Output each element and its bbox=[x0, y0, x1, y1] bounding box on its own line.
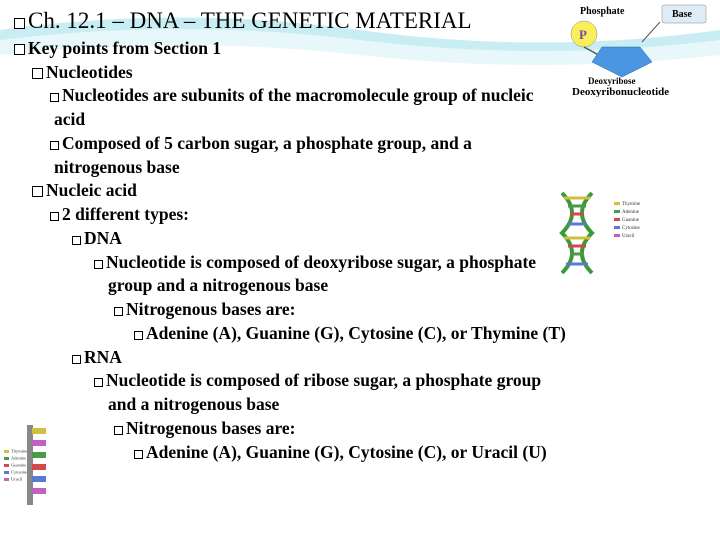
svg-text:Adenine: Adenine bbox=[622, 210, 640, 215]
nucleotide-diagram: Phosphate Base P Deoxyribose Deoxyribonu… bbox=[552, 2, 712, 97]
base-label: Base bbox=[672, 9, 693, 20]
svg-text:Cytosine: Cytosine bbox=[11, 470, 27, 475]
nucleotides-p2-cont: nitrogenous base bbox=[54, 156, 706, 179]
svg-text:Uracil: Uracil bbox=[622, 234, 635, 239]
dna-bases: Adenine (A), Guanine (G), Cytosine (C), … bbox=[134, 322, 706, 345]
svg-text:Adenine: Adenine bbox=[11, 456, 26, 461]
dna-bases-label: Nitrogenous bases are: bbox=[114, 298, 706, 321]
rna-comp-cont: and a nitrogenous base bbox=[108, 393, 706, 416]
deoxy-caption: Deoxyribonucleotide bbox=[572, 86, 669, 97]
svg-text:Uracil: Uracil bbox=[11, 477, 23, 482]
rna-strand-diagram: Thymine Adenine Guanine Cytosine Uracil bbox=[2, 420, 74, 510]
rna-comp: Nucleotide is composed of ribose sugar, … bbox=[94, 369, 706, 392]
svg-text:Cytosine: Cytosine bbox=[622, 226, 641, 231]
p-letter: P bbox=[579, 27, 587, 42]
svg-text:Thymine: Thymine bbox=[11, 449, 27, 454]
nucleotides-p2: Composed of 5 carbon sugar, a phosphate … bbox=[50, 132, 706, 155]
rna-bases-label: Nitrogenous bases are: bbox=[114, 417, 706, 440]
phosphate-label: Phosphate bbox=[580, 6, 625, 17]
svg-text:Guanine: Guanine bbox=[622, 218, 640, 223]
svg-text:Guanine: Guanine bbox=[11, 463, 26, 468]
deoxy-label: Deoxyribose bbox=[588, 76, 636, 86]
rna-label: RNA bbox=[72, 346, 706, 369]
svg-text:Thymine: Thymine bbox=[622, 202, 641, 207]
dna-helix-diagram: Thymine Adenine Guanine Cytosine Uracil bbox=[542, 188, 652, 278]
nucleotides-p1-cont: acid bbox=[54, 108, 706, 131]
rna-bases: Adenine (A), Guanine (G), Cytosine (C), … bbox=[134, 441, 706, 464]
